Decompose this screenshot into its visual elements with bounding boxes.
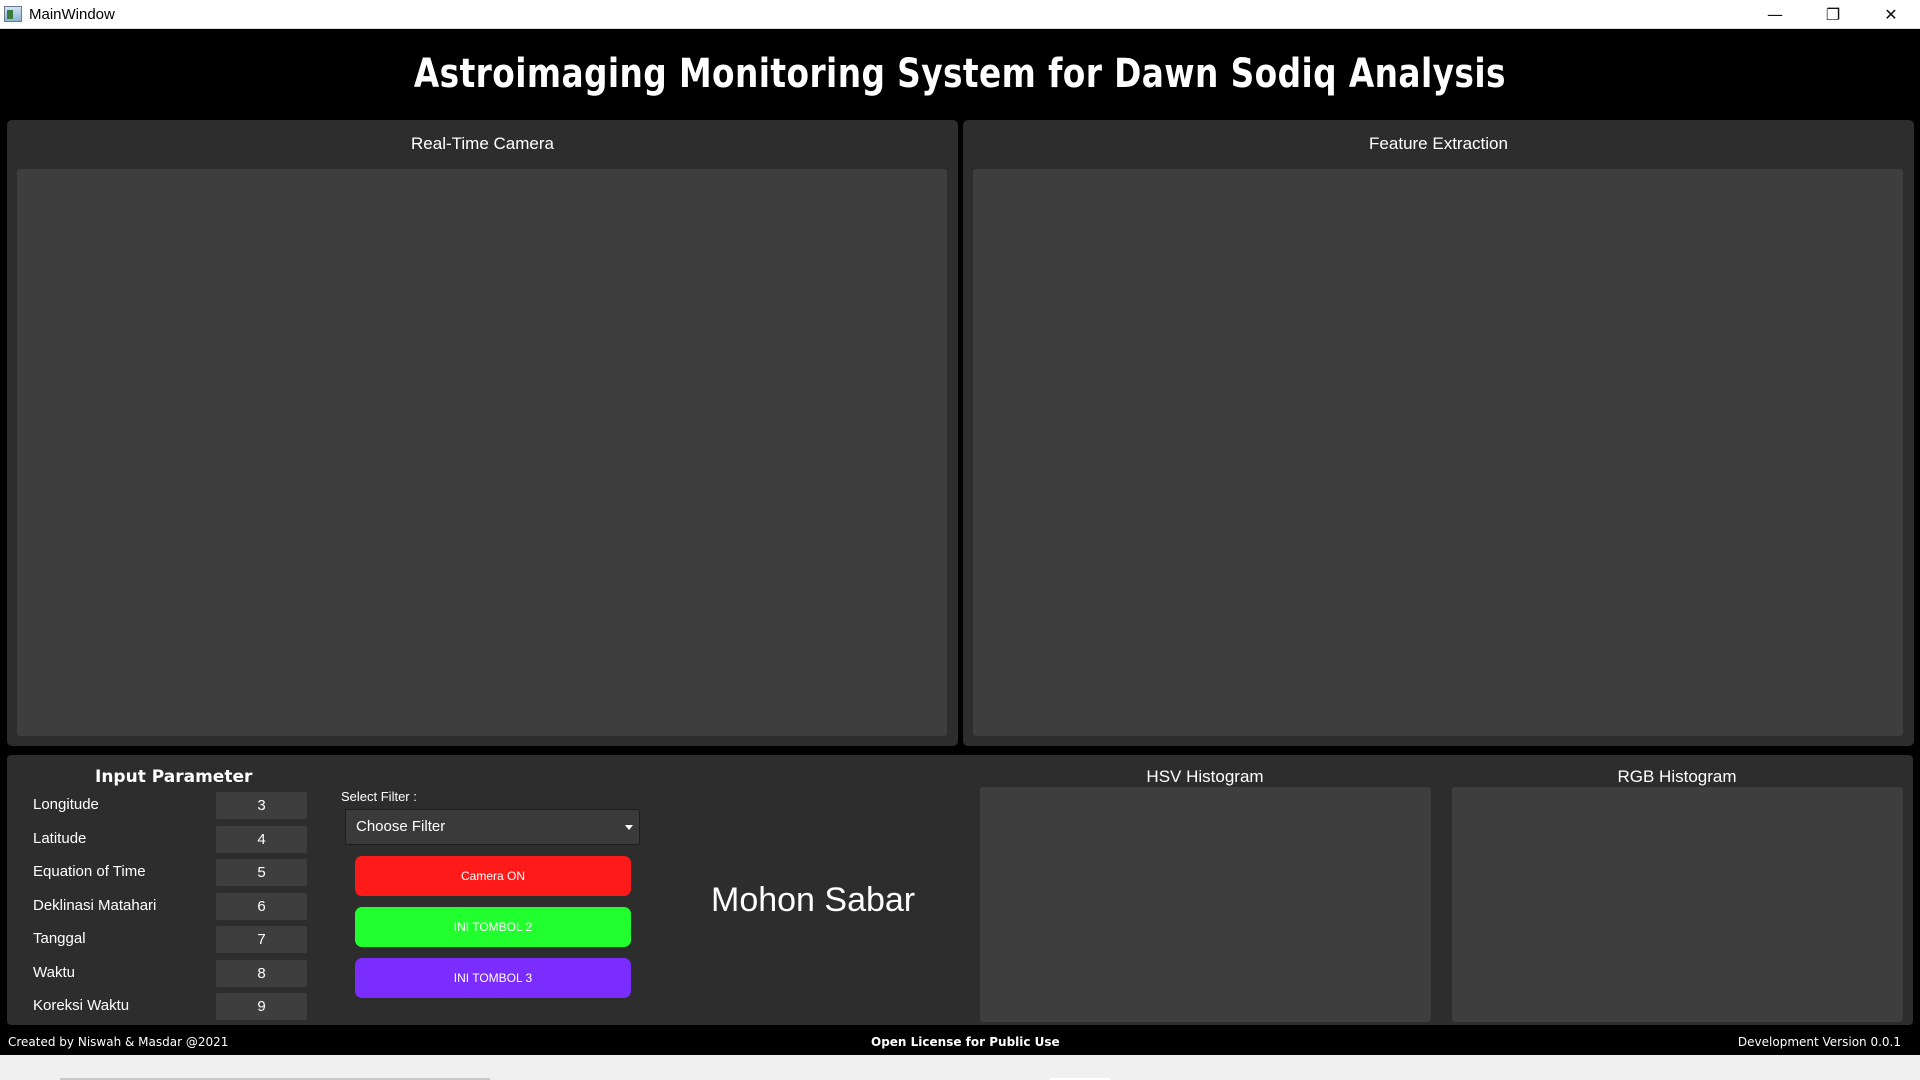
param-row-tanggal: Tanggal 7 xyxy=(33,926,313,953)
tombol-3-button[interactable]: INI TOMBOL 3 xyxy=(355,958,631,998)
chevron-down-icon xyxy=(625,825,633,830)
footer-version: Development Version 0.0.1 xyxy=(1737,1035,1901,1049)
param-value-field[interactable]: 8 xyxy=(216,960,307,987)
hsv-histogram-title: HSV Histogram xyxy=(1146,767,1264,786)
app-header: Astroimaging Monitoring System for Dawn … xyxy=(0,29,1920,119)
param-value-field[interactable]: 7 xyxy=(216,926,307,953)
param-label: Longitude xyxy=(33,796,99,813)
param-label: Koreksi Waktu xyxy=(33,997,130,1014)
param-row-deklinasi-matahari: Deklinasi Matahari 6 xyxy=(33,893,313,920)
param-value-field[interactable]: 3 xyxy=(216,792,307,819)
param-value-field[interactable]: 6 xyxy=(216,893,307,920)
param-label: Equation of Time xyxy=(33,863,146,880)
realtime-camera-panel: Real-Time Camera xyxy=(7,120,958,746)
param-row-longitude: Longitude 3 xyxy=(33,792,313,819)
app-title: Astroimaging Monitoring System for Dawn … xyxy=(413,51,1507,97)
feature-extraction-view xyxy=(973,169,1903,736)
restore-button[interactable]: ❐ xyxy=(1825,5,1841,24)
rgb-histogram-title: RGB Histogram xyxy=(1617,767,1737,786)
param-label: Tanggal xyxy=(33,930,86,947)
camera-on-button[interactable]: Camera ON xyxy=(355,856,631,896)
realtime-camera-title: Real-Time Camera xyxy=(411,134,554,153)
param-row-latitude: Latitude 4 xyxy=(33,826,313,853)
minimize-button[interactable]: — xyxy=(1767,5,1783,24)
app-window-icon xyxy=(4,6,22,22)
status-footer: Created by Niswah & Masdar @2021 Open Li… xyxy=(0,1030,1920,1055)
main-window: Astroimaging Monitoring System for Dawn … xyxy=(0,29,1920,1055)
realtime-camera-view xyxy=(17,169,947,736)
param-row-koreksi-waktu: Koreksi Waktu 9 xyxy=(33,993,313,1020)
filter-dropdown-value: Choose Filter xyxy=(356,818,446,835)
window-controls: — ❐ ✕ xyxy=(1746,0,1920,29)
footer-license: Open License for Public Use xyxy=(871,1035,1060,1049)
rgb-histogram-view xyxy=(1452,787,1903,1022)
feature-extraction-title: Feature Extraction xyxy=(1369,134,1508,153)
window-titlebar[interactable]: MainWindow — ❐ ✕ xyxy=(0,0,1920,29)
divider xyxy=(60,1078,490,1080)
close-button[interactable]: ✕ xyxy=(1884,5,1898,24)
param-label: Waktu xyxy=(33,964,75,981)
control-panel: Input Parameter Longitude 3 Latitude 4 E… xyxy=(7,755,1913,1025)
divider xyxy=(1050,1078,1110,1080)
filter-dropdown[interactable]: Choose Filter xyxy=(345,809,640,845)
param-label: Deklinasi Matahari xyxy=(33,897,157,914)
hsv-histogram-view xyxy=(980,787,1431,1022)
param-value-field[interactable]: 9 xyxy=(216,993,307,1020)
feature-extraction-panel: Feature Extraction xyxy=(963,120,1914,746)
select-filter-label: Select Filter : xyxy=(341,789,417,804)
param-label: Latitude xyxy=(33,830,87,847)
param-row-waktu: Waktu 8 xyxy=(33,960,313,987)
input-parameter-title: Input Parameter xyxy=(95,767,253,787)
param-value-field[interactable]: 5 xyxy=(216,859,307,886)
window-title: MainWindow xyxy=(29,5,115,23)
status-message: Mohon Sabar xyxy=(711,881,916,919)
tombol-2-button[interactable]: INI TOMBOL 2 xyxy=(355,907,631,947)
desktop-strip xyxy=(0,1055,1920,1080)
param-row-equation-of-time: Equation of Time 5 xyxy=(33,859,313,886)
param-value-field[interactable]: 4 xyxy=(216,826,307,853)
footer-credit: Created by Niswah & Masdar @2021 xyxy=(8,1035,229,1049)
